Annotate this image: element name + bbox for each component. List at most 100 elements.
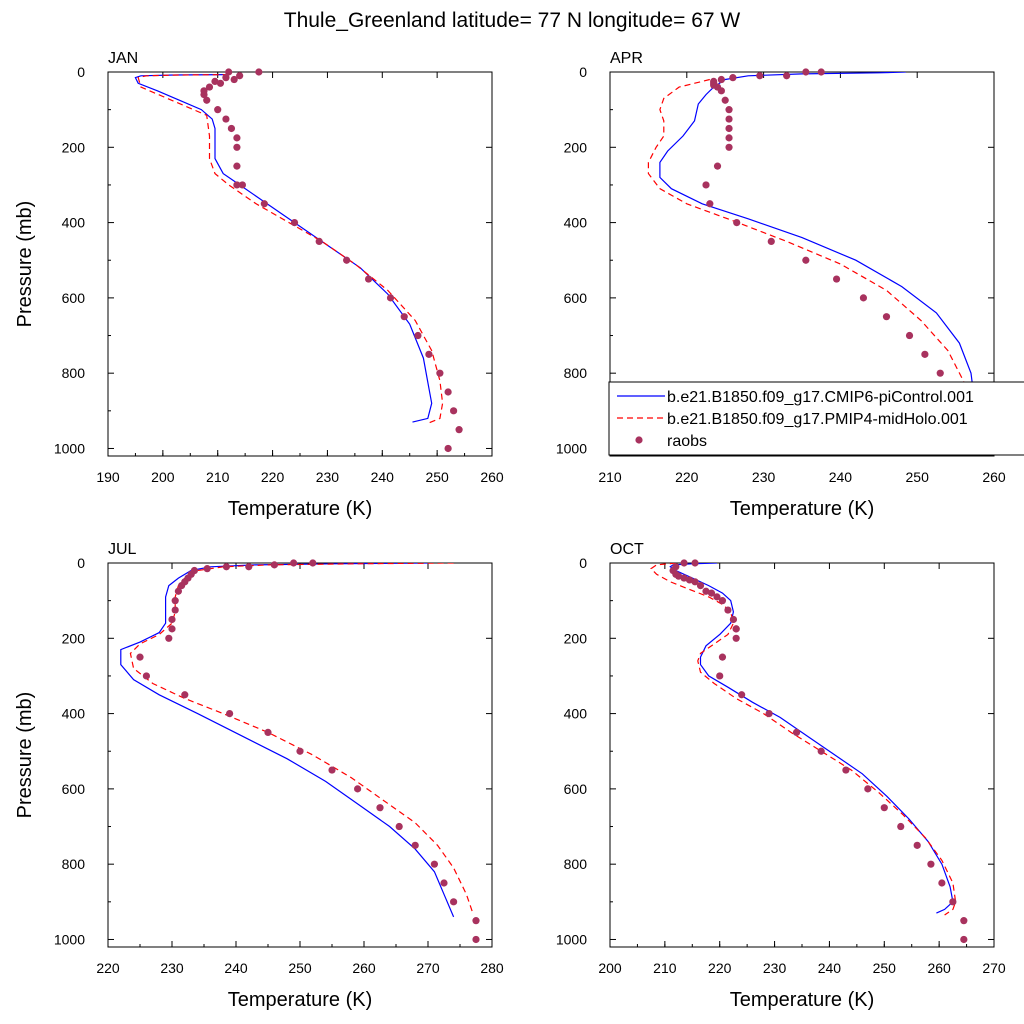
raobs-point: [255, 68, 263, 76]
y-axis-label: Pressure (mb): [14, 692, 36, 819]
raobs-point: [142, 672, 150, 680]
raobs-point: [414, 331, 422, 340]
x-tick-label: 250: [906, 469, 930, 485]
legend-box: [608, 381, 1024, 456]
raobs-point: [450, 407, 458, 415]
raobs-point: [696, 581, 705, 590]
plot-area: [650, 563, 957, 916]
raobs-point: [226, 709, 234, 718]
raobs-point: [936, 369, 944, 377]
raobs-point: [203, 565, 211, 573]
y-tick-label: 600: [62, 290, 86, 306]
x-tick-label: 200: [598, 960, 622, 976]
y-tick-label: 200: [62, 139, 86, 155]
raobs-point: [472, 917, 480, 925]
raobs-point: [792, 728, 801, 737]
raobs-point: [171, 597, 179, 605]
raobs-point: [905, 331, 914, 340]
raobs-point: [290, 218, 299, 227]
legend: b.e21.B1850.f09_g17.CMIP6-piControl.001b…: [608, 381, 1024, 456]
panel-label: OCT: [610, 541, 644, 558]
x-tick-label: 220: [708, 960, 732, 976]
raobs-point: [880, 804, 888, 812]
raobs-point: [949, 898, 957, 906]
raobs-point: [680, 574, 688, 582]
y-tick-label: 1000: [556, 931, 587, 947]
midholo-series-line: [650, 563, 957, 916]
y-tick-label: 600: [564, 290, 588, 306]
raobs-point: [233, 181, 241, 189]
raobs-point: [706, 200, 714, 208]
raobs-point: [842, 766, 850, 774]
raobs-point: [960, 917, 968, 925]
raobs-point: [738, 691, 746, 699]
midholo-series-line: [647, 78, 972, 423]
raobs-point: [724, 606, 732, 614]
raobs-point: [236, 72, 244, 80]
raobs-point: [733, 218, 741, 227]
x-tick-label: 230: [763, 960, 787, 976]
panel-label: JAN: [108, 50, 138, 67]
raobs-point: [260, 200, 268, 208]
raobs-point: [725, 134, 733, 142]
x-tick-label: 250: [873, 960, 897, 976]
raobs-point: [732, 625, 740, 633]
x-tick-label: 240: [224, 960, 248, 976]
x-tick-label: 260: [982, 469, 1006, 485]
y-tick-label: 200: [564, 139, 588, 155]
raobs-point: [921, 350, 929, 358]
y-tick-label: 800: [62, 365, 86, 381]
raobs-point: [216, 79, 225, 87]
x-tick-label: 220: [96, 960, 120, 976]
y-tick-label: 1000: [556, 440, 587, 456]
x-tick-label: 240: [818, 960, 842, 976]
y-tick-label: 400: [62, 215, 86, 231]
raobs-point: [882, 313, 891, 321]
raobs-point: [168, 615, 176, 624]
y-tick-label: 400: [62, 706, 86, 722]
raobs-point: [725, 124, 733, 133]
x-tick-label: 220: [261, 469, 285, 485]
raobs-point: [817, 747, 825, 755]
y-tick-label: 0: [77, 555, 85, 571]
raobs-point: [691, 559, 699, 567]
x-tick-label: 230: [752, 469, 776, 485]
raobs-point: [364, 275, 373, 283]
x-tick-label: 260: [480, 469, 504, 485]
legend-marker: [635, 436, 643, 444]
raobs-point: [440, 879, 448, 887]
raobs-point: [707, 589, 716, 597]
panel-jan: JAN 190 200 210 220 230 240 250 260 0 200 400 600 800…: [14, 50, 504, 520]
raobs-point: [233, 134, 241, 142]
x-axis-label: Temperature (K): [730, 989, 875, 1011]
y-tick-label: 1000: [54, 931, 85, 947]
raobs-point: [802, 68, 810, 76]
panel-label: APR: [610, 50, 643, 67]
raobs-point: [718, 653, 727, 661]
x-tick-label: 250: [425, 469, 449, 485]
raobs-point: [702, 587, 710, 595]
raobs-point: [436, 369, 444, 377]
raobs-point: [864, 785, 872, 793]
y-tick-label: 0: [579, 64, 587, 80]
raobs-point: [685, 576, 694, 584]
x-axis-label: Temperature (K): [228, 989, 373, 1011]
raobs-point: [174, 587, 182, 595]
raobs-point: [680, 559, 688, 567]
y-tick-label: 800: [564, 856, 588, 872]
raobs-point: [455, 426, 463, 434]
raobs-point: [444, 444, 452, 453]
raobs-point: [450, 898, 458, 906]
legend-label: b.e21.B1850.f09_g17.CMIP6-piControl.001: [667, 389, 974, 406]
raobs-point: [717, 87, 725, 95]
raobs-point: [729, 615, 738, 624]
raobs-point: [309, 559, 317, 567]
raobs-point: [756, 72, 764, 80]
raobs-point: [238, 181, 246, 189]
raobs-point: [227, 124, 236, 133]
raobs-point: [713, 593, 721, 601]
x-tick-label: 200: [151, 469, 175, 485]
raobs-point: [444, 388, 452, 396]
x-tick-label: 220: [675, 469, 699, 485]
